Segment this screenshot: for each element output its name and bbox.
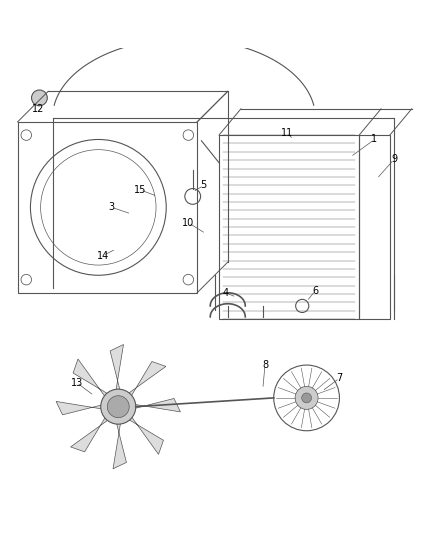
Text: 5: 5	[201, 181, 207, 190]
Text: 13: 13	[71, 377, 83, 387]
Circle shape	[302, 393, 311, 403]
Circle shape	[295, 386, 318, 409]
Text: 10: 10	[182, 217, 194, 228]
Polygon shape	[129, 399, 180, 412]
Circle shape	[101, 389, 136, 424]
Text: 1: 1	[371, 134, 378, 144]
Text: 7: 7	[336, 373, 343, 383]
Text: 15: 15	[134, 185, 146, 195]
Text: 12: 12	[32, 104, 44, 114]
Circle shape	[107, 395, 129, 418]
Polygon shape	[73, 359, 113, 401]
Text: 4: 4	[223, 288, 229, 298]
Polygon shape	[71, 412, 113, 452]
Polygon shape	[113, 417, 127, 469]
Text: 8: 8	[262, 360, 268, 370]
Circle shape	[32, 90, 47, 106]
Polygon shape	[110, 344, 124, 396]
Polygon shape	[124, 412, 163, 454]
Text: 9: 9	[391, 154, 397, 164]
Text: 3: 3	[109, 203, 115, 212]
Text: 11: 11	[281, 128, 293, 138]
Polygon shape	[124, 361, 166, 401]
Text: 14: 14	[97, 251, 109, 261]
Polygon shape	[56, 401, 108, 415]
Text: 6: 6	[312, 286, 318, 296]
